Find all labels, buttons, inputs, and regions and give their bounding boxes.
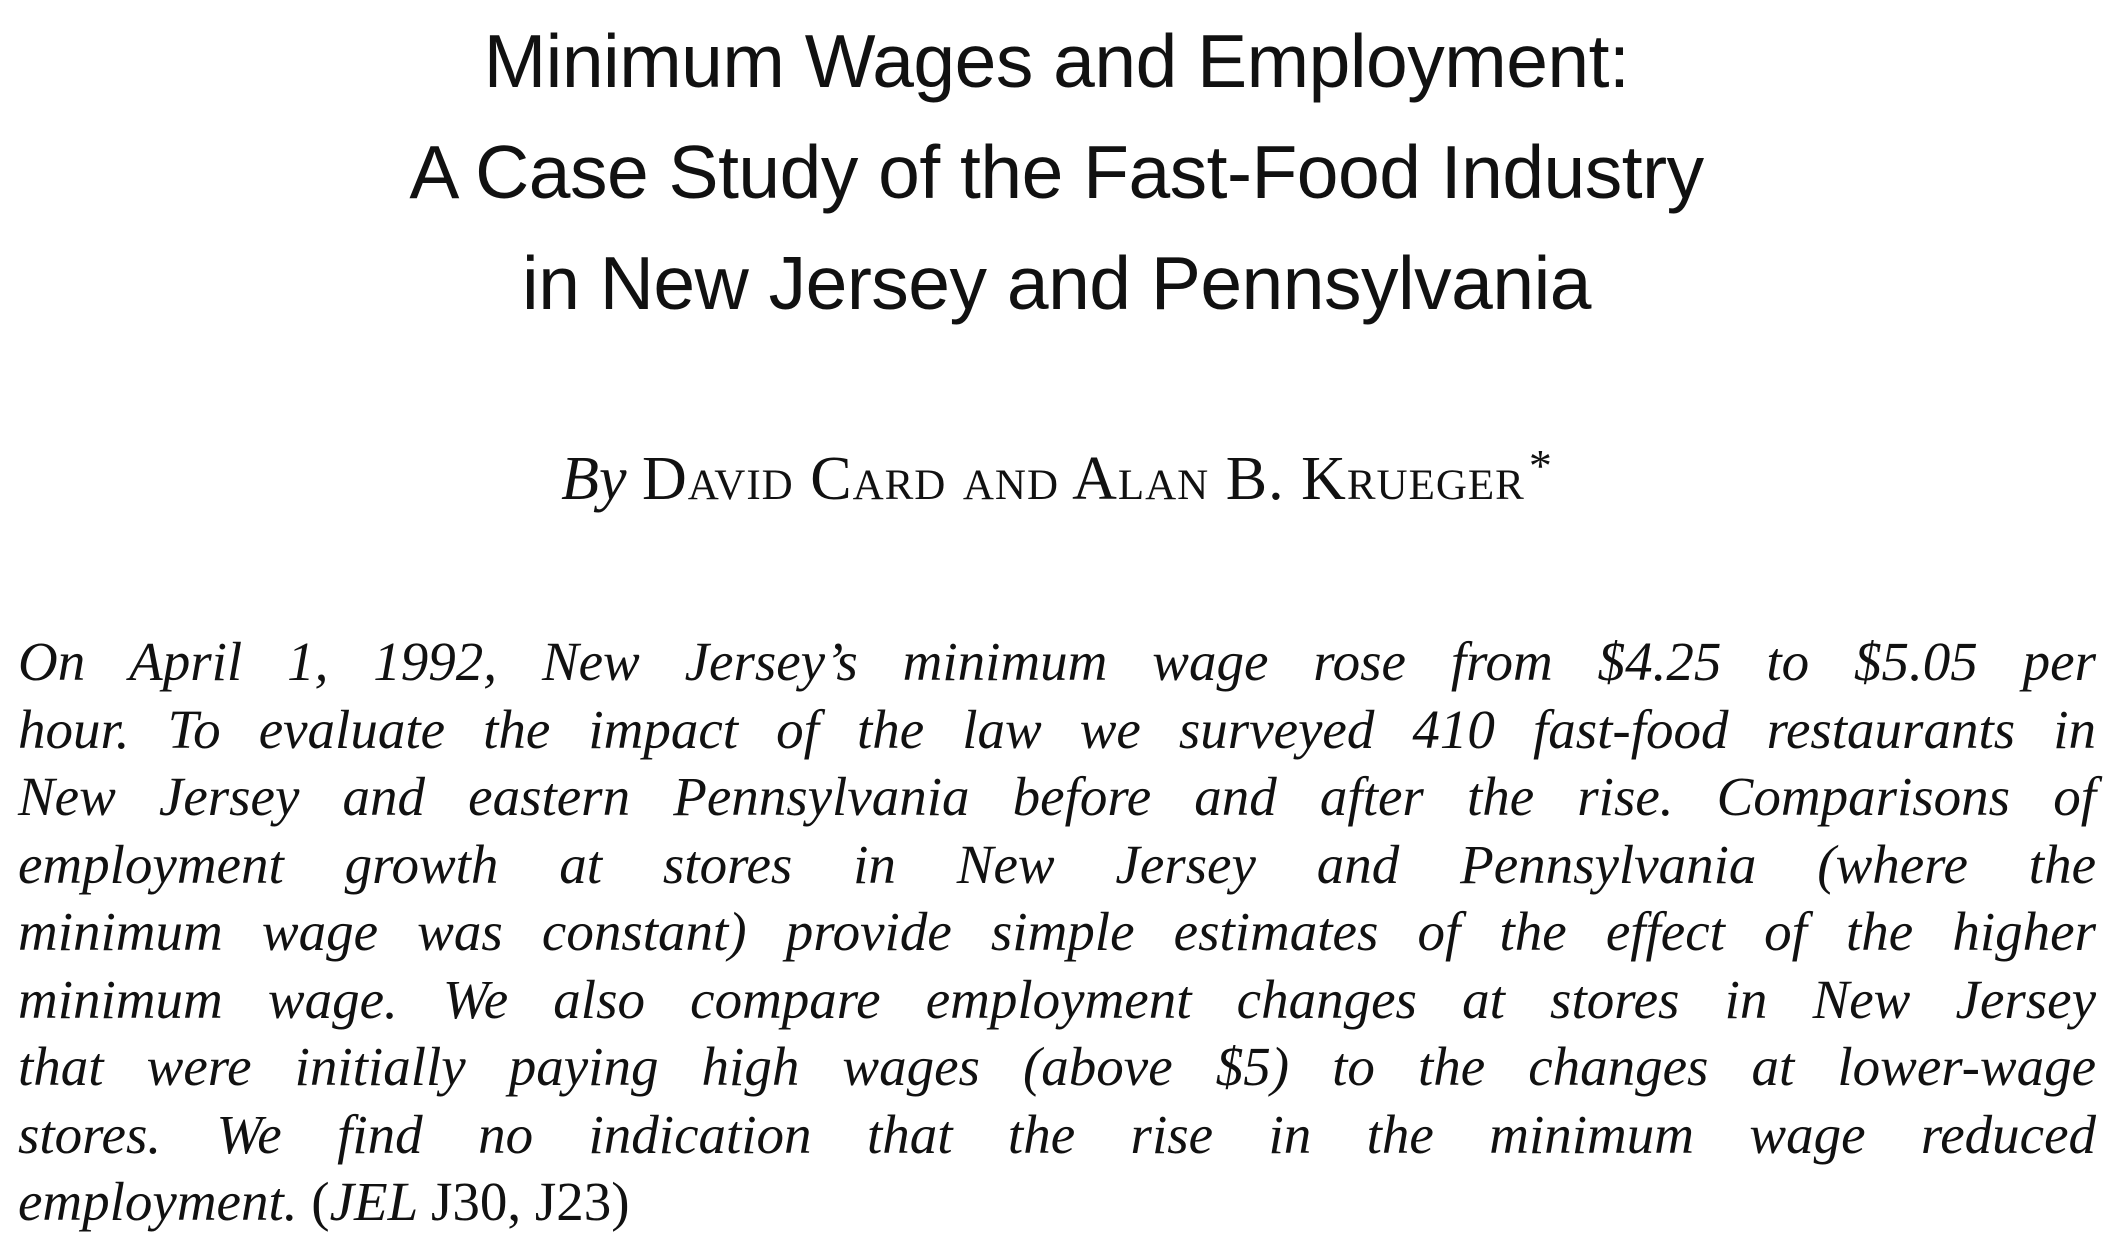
abstract-line: New Jersey and eastern Pennsylvania befo… [18, 766, 2096, 827]
author-byline: By David Card and Alan B. Krueger* [0, 426, 2113, 519]
jel-codes: J30, J23) [430, 1171, 630, 1232]
author-names: David Card and Alan B. Krueger [642, 445, 1525, 513]
abstract-line: minimum wage. We also compare employment… [18, 968, 2096, 1030]
abstract-line: that were initially paying high wages (a… [18, 1036, 2096, 1097]
abstract-line: On April 1, 1992, New Jersey’s minimum w… [18, 631, 2096, 692]
paper-title: Minimum Wages and Employment: A Case Stu… [0, 6, 2113, 339]
abstract-line: hour. To evaluate the impact of the law … [18, 698, 2096, 760]
jel-label: JEL [329, 1171, 418, 1232]
abstract-line: employment growth at stores in New Jerse… [18, 833, 2096, 895]
jel-open-paren: ( [311, 1171, 330, 1232]
title-line-2: A Case Study of the Fast-Food Industry [409, 130, 1704, 214]
footnote-mark: * [1528, 440, 1552, 491]
abstract-line: stores. We find no indication that the r… [18, 1103, 2096, 1165]
title-line-1: Minimum Wages and Employment: [483, 19, 1630, 103]
byline-prefix: By [561, 445, 627, 513]
abstract-last-line: employment. (JEL J30, J23) [18, 1168, 2096, 1236]
abstract-last-line-text: employment. [18, 1171, 298, 1232]
abstract-line: minimum wage was constant) provide simpl… [18, 901, 2096, 962]
title-line-3: in New Jersey and Pennsylvania [522, 241, 1591, 325]
abstract: On April 1, 1992, New Jersey’s minimum w… [18, 628, 2096, 1236]
